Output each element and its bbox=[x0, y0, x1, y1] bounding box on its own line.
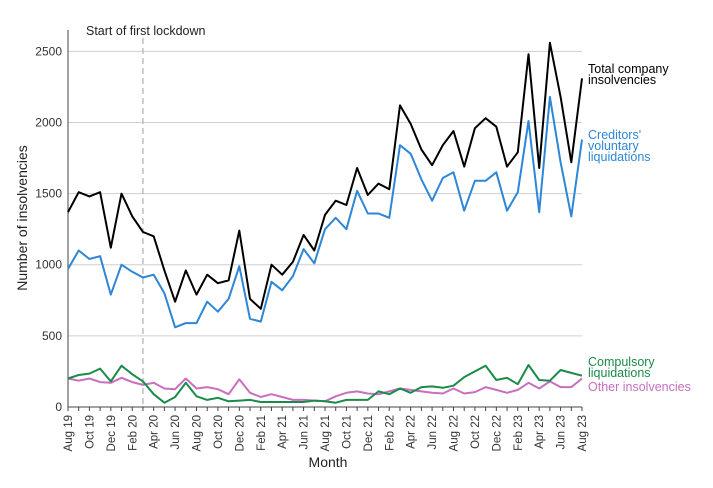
x-tick-label: Dec 19 bbox=[106, 415, 118, 451]
x-tick-label: Jun 22 bbox=[427, 415, 439, 450]
series-line-total-company-insolvencies bbox=[67, 41, 583, 310]
y-axis-title: Number of insolvencies bbox=[14, 145, 30, 291]
x-tick-label: Jun 21 bbox=[299, 415, 311, 450]
x-axis-title: Month bbox=[309, 454, 348, 470]
series-label-other-insolvencies: Other insolvencies bbox=[588, 380, 691, 394]
x-tick-label: Oct 22 bbox=[470, 415, 482, 449]
x-tick-label: Aug 22 bbox=[449, 415, 461, 451]
x-tick-label: Aug 19 bbox=[63, 415, 75, 451]
x-tick-label: Feb 23 bbox=[513, 415, 525, 451]
x-tick-label: Jun 20 bbox=[170, 415, 182, 450]
y-tick-label: 1500 bbox=[35, 187, 62, 201]
series-line-creditors-voluntary-liquidations bbox=[67, 95, 583, 329]
x-tick-label: Dec 22 bbox=[491, 415, 503, 451]
y-tick-label: 500 bbox=[42, 329, 62, 343]
y-tick-label: 0 bbox=[55, 400, 62, 414]
y-tick-label: 2000 bbox=[35, 115, 62, 129]
x-tick-label: Jun 23 bbox=[556, 415, 568, 450]
series-labels: Total company insolvencies Creditors' volun… bbox=[588, 62, 691, 394]
x-tick-label: Apr 21 bbox=[277, 415, 289, 449]
x-tick-label: Oct 20 bbox=[213, 415, 225, 449]
x-tick-label: Apr 23 bbox=[534, 415, 546, 449]
series-label-compulsory-liquidations: Compulsory liquidations bbox=[588, 355, 655, 380]
x-tick-label: Oct 19 bbox=[84, 415, 96, 449]
series-lines bbox=[67, 41, 583, 404]
x-tick-label: Feb 20 bbox=[127, 415, 139, 451]
x-tick-label: Dec 20 bbox=[234, 415, 246, 451]
series-line-other-insolvencies bbox=[67, 376, 583, 403]
lockdown-annotation: Start of first lockdown bbox=[86, 24, 206, 38]
x-tick-label: Aug 21 bbox=[320, 415, 332, 451]
y-tick-label: 1000 bbox=[35, 258, 62, 272]
x-tick-label: Feb 21 bbox=[256, 415, 268, 451]
x-tick-label: Apr 20 bbox=[149, 415, 161, 449]
x-tick-label: Oct 21 bbox=[341, 415, 353, 449]
x-tick-label: Feb 22 bbox=[384, 415, 396, 451]
series-label-total-company-insolvencies: Total company insolvencies bbox=[588, 62, 669, 87]
series-line-compulsory-liquidations bbox=[67, 364, 583, 404]
axes: 0 500 1000 1500 2000 2500 Aug 19 Oct 19 Dec 19 Fe… bbox=[35, 30, 589, 451]
x-tick-label: Dec 21 bbox=[363, 415, 375, 451]
x-tick-label: Aug 20 bbox=[192, 415, 204, 451]
y-tick-label: 2500 bbox=[35, 44, 62, 58]
series-label-creditors-voluntary-liquidations: Creditors' voluntary liquidations bbox=[588, 128, 651, 164]
x-tick-label: Aug 23 bbox=[577, 415, 589, 451]
gridlines bbox=[68, 38, 582, 407]
x-tick-label: Apr 22 bbox=[406, 415, 418, 449]
